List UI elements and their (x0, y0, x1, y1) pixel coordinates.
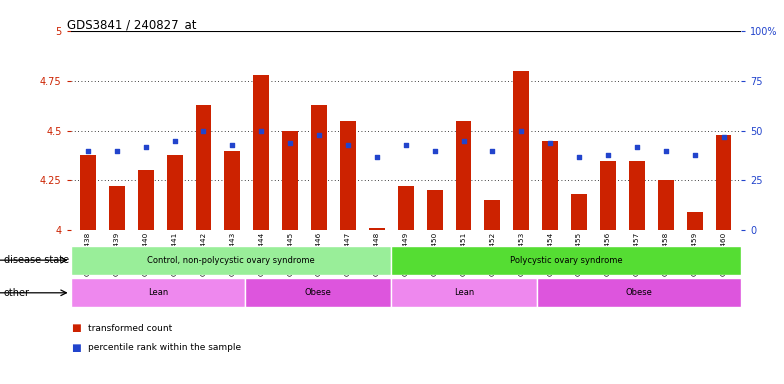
Bar (71, 278, 245, 307)
Point (342, 141, 354, 147)
Bar (397, 187, 414, 230)
Point (457, 137, 470, 144)
Bar (369, 228, 385, 230)
Text: other: other (4, 288, 30, 298)
Point (630, 144, 643, 150)
Bar (311, 104, 327, 230)
Text: Lean: Lean (454, 288, 474, 297)
Bar (485, 200, 500, 230)
Bar (537, 278, 741, 307)
Bar (224, 151, 241, 230)
Bar (71, 246, 391, 275)
Point (573, 154, 586, 160)
Bar (426, 190, 442, 230)
Bar (138, 170, 154, 230)
Text: ■: ■ (71, 343, 80, 353)
Point (486, 147, 499, 154)
Bar (167, 154, 183, 230)
Text: GDS3841 / 240827_at: GDS3841 / 240827_at (67, 18, 197, 31)
Text: Obese: Obese (626, 288, 652, 297)
Text: transformed count: transformed count (88, 324, 172, 333)
Point (688, 151, 701, 157)
Bar (456, 121, 471, 230)
Point (111, 147, 123, 154)
Text: Obese: Obese (305, 288, 332, 297)
Bar (391, 246, 741, 275)
Point (399, 141, 412, 147)
Bar (629, 161, 644, 230)
Bar (195, 104, 212, 230)
Point (284, 139, 296, 146)
Bar (253, 74, 269, 230)
Bar (687, 212, 702, 230)
Point (717, 134, 730, 140)
Bar (600, 161, 616, 230)
Bar (245, 278, 391, 307)
Point (198, 127, 210, 134)
Bar (514, 71, 529, 230)
Point (140, 144, 152, 150)
Text: percentile rank within the sample: percentile rank within the sample (88, 343, 241, 352)
Bar (391, 278, 537, 307)
Text: disease state: disease state (4, 255, 69, 265)
Point (515, 127, 528, 134)
Bar (109, 187, 125, 230)
Text: ■: ■ (71, 323, 80, 333)
Point (226, 141, 238, 147)
Bar (543, 141, 558, 230)
Bar (282, 131, 298, 230)
Point (601, 151, 614, 157)
Point (659, 147, 672, 154)
Text: Control, non-polycystic ovary syndrome: Control, non-polycystic ovary syndrome (147, 256, 314, 265)
Point (169, 137, 181, 144)
Point (255, 127, 267, 134)
Point (82, 147, 94, 154)
Text: Lean: Lean (148, 288, 168, 297)
Point (313, 131, 325, 137)
Point (428, 147, 441, 154)
Bar (658, 180, 673, 230)
Bar (571, 194, 587, 230)
Text: Polycystic ovary syndrome: Polycystic ovary syndrome (510, 256, 622, 265)
Point (371, 154, 383, 160)
Bar (716, 134, 731, 230)
Point (544, 139, 557, 146)
Bar (80, 154, 96, 230)
Bar (340, 121, 356, 230)
